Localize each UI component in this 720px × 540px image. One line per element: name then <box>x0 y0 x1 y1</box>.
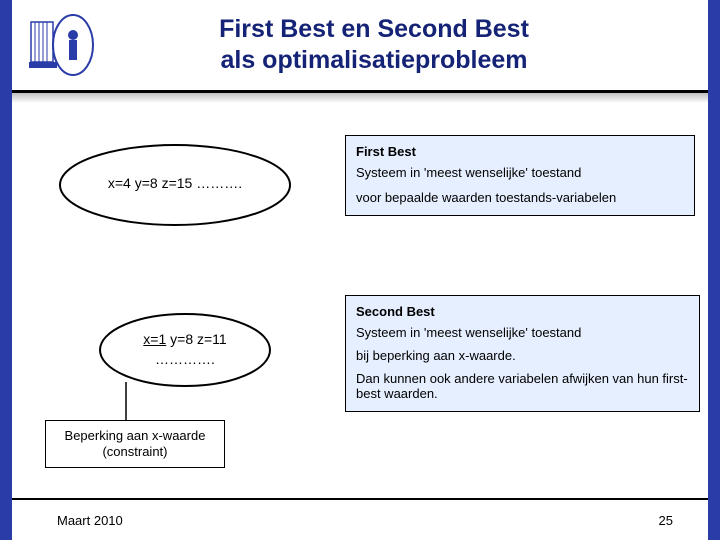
header-shadow <box>12 93 708 103</box>
left-color-band <box>0 0 12 540</box>
second-best-ellipse: x=1 y=8 z=11 …………. <box>95 310 275 390</box>
second-best-yz: y=8 z=11 <box>166 331 226 347</box>
first-best-info-box: First Best Systeem in 'meest wenselijke'… <box>345 135 695 216</box>
second-best-line1: Systeem in 'meest wenselijke' toestand <box>356 325 689 340</box>
second-best-line3: Dan kunnen ook andere variabelen afwijke… <box>356 371 689 401</box>
constrained-x-value: x=1 <box>143 331 166 347</box>
first-best-values: x=4 y=8 z=15 ………. <box>55 175 295 191</box>
university-crest-icon <box>20 5 100 85</box>
footer: Maart 2010 25 <box>12 500 708 540</box>
first-best-line2: voor bepaalde waarden toestands-variabel… <box>356 190 684 205</box>
title-line-2: als optimalisatieprobleem <box>220 46 527 74</box>
footer-page-number: 25 <box>659 513 673 528</box>
header: First Best en Second Best als optimalisa… <box>12 0 708 90</box>
right-color-band <box>708 0 720 540</box>
footer-date: Maart 2010 <box>57 513 123 528</box>
second-best-heading: Second Best <box>356 304 689 319</box>
constraint-pointer-line <box>125 382 127 420</box>
second-best-info-box: Second Best Systeem in 'meest wenselijke… <box>345 295 700 412</box>
slide-title: First Best en Second Best als optimalisa… <box>100 14 708 77</box>
first-best-line1: Systeem in 'meest wenselijke' toestand <box>356 165 684 180</box>
second-best-line2: bij beperking aan x-waarde. <box>356 348 689 363</box>
second-best-dots: …………. <box>155 351 215 367</box>
constraint-label-line2: (constraint) <box>102 444 167 459</box>
title-line-1: First Best en Second Best <box>219 15 529 43</box>
second-best-values: x=1 y=8 z=11 …………. <box>95 330 275 369</box>
constraint-box: Beperking aan x-waarde (constraint) <box>45 420 225 468</box>
first-best-ellipse: x=4 y=8 z=15 ………. <box>55 140 295 230</box>
first-best-heading: First Best <box>356 144 684 159</box>
constraint-label-line1: Beperking aan x-waarde <box>65 428 206 443</box>
